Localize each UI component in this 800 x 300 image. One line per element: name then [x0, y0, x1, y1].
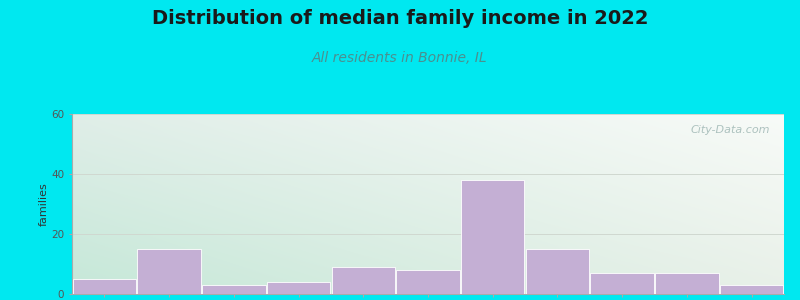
Bar	[590, 273, 654, 294]
Bar	[138, 249, 201, 294]
Text: Distribution of median family income in 2022: Distribution of median family income in …	[152, 9, 648, 28]
Bar	[73, 279, 136, 294]
Bar	[267, 282, 330, 294]
Text: City-Data.com: City-Data.com	[690, 125, 770, 135]
Bar	[526, 249, 589, 294]
Bar	[396, 270, 460, 294]
Bar	[331, 267, 395, 294]
Bar	[461, 180, 525, 294]
Text: All residents in Bonnie, IL: All residents in Bonnie, IL	[312, 51, 488, 65]
Bar	[202, 285, 266, 294]
Bar	[655, 273, 718, 294]
Y-axis label: families: families	[38, 182, 49, 226]
Bar	[720, 285, 783, 294]
